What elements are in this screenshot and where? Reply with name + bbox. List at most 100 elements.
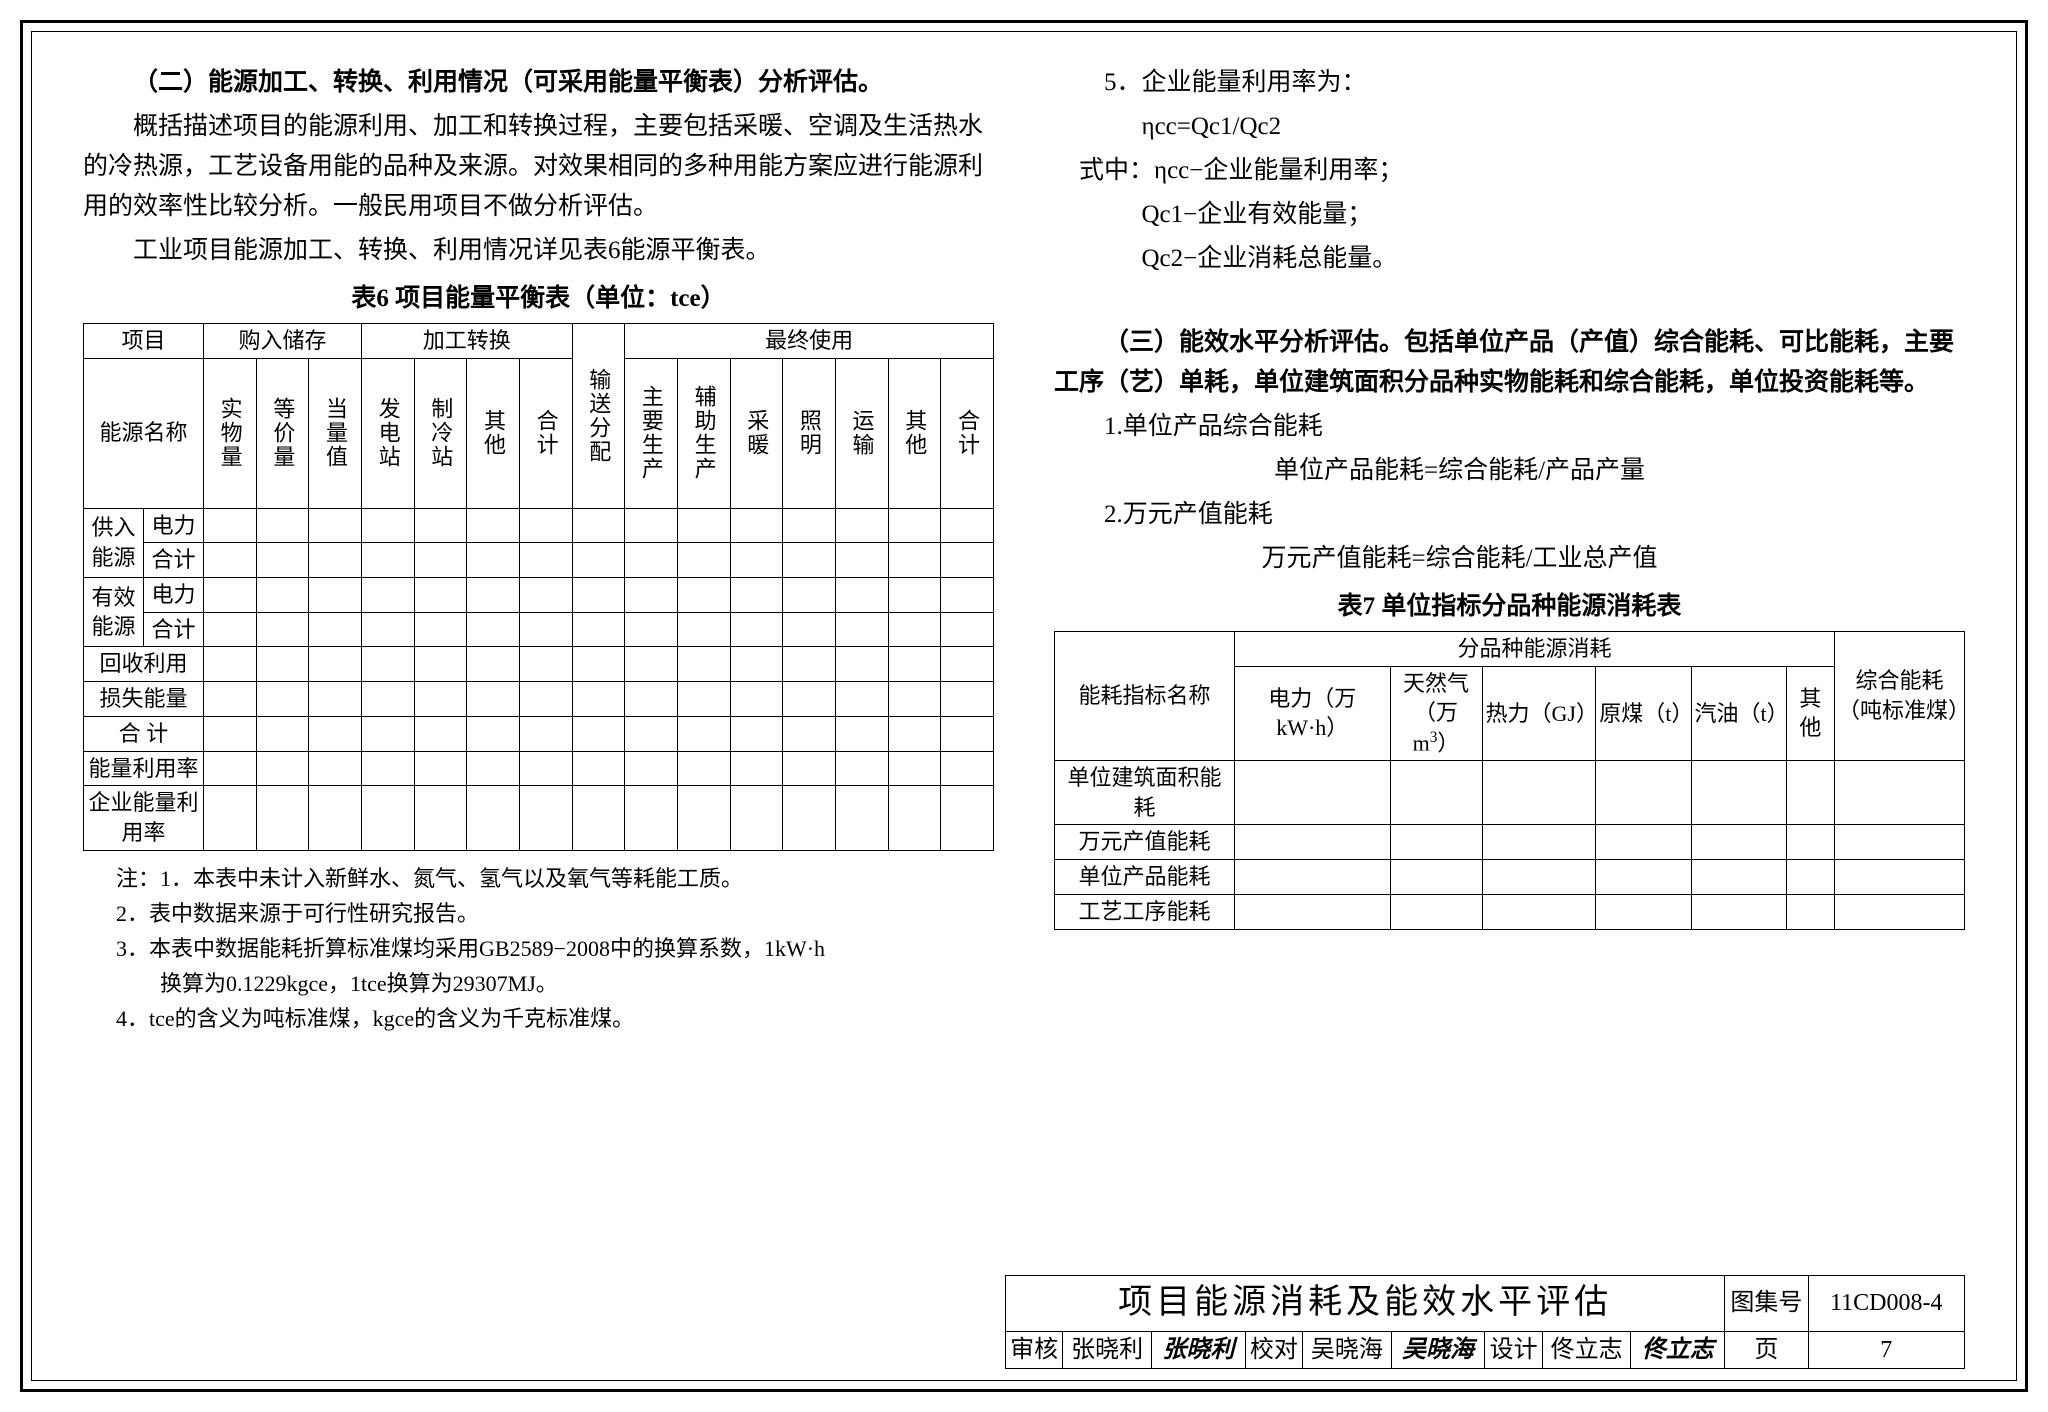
t7-c-qiyou: 汽油（t） [1691,666,1786,760]
note-3b: 换算为0.1229kgce，1tce换算为29307MJ。 [83,966,994,1001]
t7-r1: 单位建筑面积能耗 [1055,761,1235,825]
t7-c-yuanmei: 原煤（t） [1596,666,1691,760]
t6-r-huishou: 回收利用 [84,647,204,682]
formula-qc1: Qc1−企业有效能量； [1054,195,1965,235]
t6-r-sunshi: 损失能量 [84,682,204,717]
left-column: （二）能源加工、转换、利用情况（可采用能量平衡表）分析评估。 概括描述项目的能源… [83,63,1004,1369]
t7-c-tianranqi: 天然气（万m3） [1390,666,1482,760]
drawing-title: 项目能源消耗及能效水平评估 [1006,1275,1725,1331]
t6-r-dianli: 电力 [144,508,204,543]
table-row: 能源名称 实物量 等价量 当量值 发电站 制冷站 其他 合计 主要生产 辅助生产… [84,358,994,508]
t6-c-yunshu: 运输 [835,358,888,508]
note-2: 2．表中数据来源于可行性研究报告。 [83,896,994,931]
t6-h-dist: 输送分配 [572,324,625,509]
t6-c-shiwu: 实物量 [204,358,257,508]
formula-qc2: Qc2−企业消耗总能量。 [1054,239,1965,279]
note-1: 注：1．本表中未计入新鲜水、氮气、氢气以及氧气等耗能工质。 [83,861,994,896]
t7-r4: 工艺工序能耗 [1055,894,1235,929]
t6-c-zhileng: 制冷站 [414,358,467,508]
table-row: 有效能源 电力 [84,578,994,613]
table7-unit-index: 能耗指标名称 分品种能源消耗 综合能耗（吨标准煤） 电力（万kW·h） 天然气（… [1054,631,1965,930]
t6-c-heji2: 合计 [941,358,994,508]
table6-energy-balance: 项目 购入储存 加工转换 输送分配 最终使用 能源名称 实物量 等价量 当量值 … [83,323,994,851]
table-row: 单位建筑面积能耗 [1055,761,1965,825]
t7-r3: 单位产品能耗 [1055,860,1235,895]
item-3-2: 2.万元产值能耗 [1054,495,1965,535]
t6-c-dangliang: 当量值 [309,358,362,508]
sheji-name: 佟立志 [1542,1331,1631,1368]
section-2-heading: （二）能源加工、转换、利用情况（可采用能量平衡表）分析评估。 [83,63,994,103]
t6-r-liyonglv: 能量利用率 [84,751,204,786]
t7-h-zonghe: 综合能耗（吨标准煤） [1835,632,1965,761]
table-row: 项目能源消耗及能效水平评估 图集号 11CD008-4 [1006,1275,1965,1331]
t6-r-qiye: 企业能量利用率 [84,786,204,850]
shenhe-name: 张晓利 [1063,1331,1152,1368]
ye-label: 页 [1725,1331,1808,1368]
t7-r2: 万元产值能耗 [1055,825,1235,860]
t6-h-project: 项目 [84,324,204,359]
table-row: 企业能量利用率 [84,786,994,850]
tuji-label: 图集号 [1725,1275,1808,1331]
t6-c-cainuan: 采暖 [730,358,783,508]
jiaodui-name: 吴晓海 [1303,1331,1392,1368]
table6-caption: 表6 项目能量平衡表（单位：tce） [83,279,994,319]
t7-h-fen: 分品种能源消耗 [1235,632,1835,667]
t6-c-qita2: 其他 [888,358,941,508]
t6-r-dianli2: 电力 [144,578,204,613]
ye-value: 7 [1808,1331,1964,1368]
page-frame: （二）能源加工、转换、利用情况（可采用能量平衡表）分析评估。 概括描述项目的能源… [20,20,2028,1392]
table-row: 损失能量 [84,682,994,717]
note-3a: 3．本表中数据能耗折算标准煤均采用GB2589−2008中的换算系数，1kW·h [83,931,994,966]
table-row: 合计 [84,543,994,578]
table-row: 审核 张晓利 张晓利 校对 吴晓海 吴晓海 设计 佟立志 佟立志 页 7 [1006,1331,1965,1368]
t6-h-final: 最终使用 [625,324,994,359]
table-row: 工艺工序能耗 [1055,894,1965,929]
title-block-table: 项目能源消耗及能效水平评估 图集号 11CD008-4 审核 张晓利 张晓利 校… [1005,1275,1965,1369]
table-row: 回收利用 [84,647,994,682]
item-5: 5．企业能量利用率为： [1054,63,1965,103]
t6-c-zhaoming: 照明 [783,358,836,508]
t6-c-zhuyao: 主要生产 [625,358,678,508]
t6-h-name: 能源名称 [84,358,204,508]
table6-notes: 注：1．本表中未计入新鲜水、氮气、氢气以及氧气等耗能工质。 2．表中数据来源于可… [83,861,994,1037]
table-row: 万元产值能耗 [1055,825,1965,860]
note-4: 4．tce的含义为吨标准煤，kgce的含义为千克标准煤。 [83,1001,994,1036]
tuji-value: 11CD008-4 [1808,1275,1964,1331]
t7-c-dianli: 电力（万kW·h） [1235,666,1391,760]
formula-where: 式中：ηcc−企业能量利用率； [1054,151,1965,191]
jiaodui-signature: 吴晓海 [1391,1331,1485,1368]
table-row: 合计 [84,612,994,647]
title-block: 项目能源消耗及能效水平评估 图集号 11CD008-4 审核 张晓利 张晓利 校… [1005,1275,1965,1369]
section-2-para1: 概括描述项目的能源利用、加工和转换过程，主要包括采暖、空调及生活热水的冷热源，工… [83,107,994,227]
right-column: 5．企业能量利用率为： ηcc=Qc1/Qc2 式中：ηcc−企业能量利用率； … [1044,63,1965,1369]
t6-r-youxiao: 有效能源 [84,578,144,647]
table-row: 项目 购入储存 加工转换 输送分配 最终使用 [84,324,994,359]
table-row: 合 计 [84,716,994,751]
jiaodui-label: 校对 [1245,1331,1302,1368]
section-3-heading: （三）能效水平分析评估。包括单位产品（产值）综合能耗、可比能耗，主要工序（艺）单… [1054,323,1965,403]
table7-caption: 表7 单位指标分品种能源消耗表 [1054,587,1965,627]
t7-c-qita: 其他 [1786,666,1834,760]
shenhe-label: 审核 [1006,1331,1063,1368]
t7-c-reli: 热力（GJ） [1482,666,1596,760]
t7-h-name: 能耗指标名称 [1055,632,1235,761]
shenhe-signature: 张晓利 [1151,1331,1245,1368]
t6-c-qita: 其他 [467,358,520,508]
table-row: 能耗指标名称 分品种能源消耗 综合能耗（吨标准煤） [1055,632,1965,667]
item-3-1: 1.单位产品综合能耗 [1054,407,1965,447]
t6-r-heji2: 合计 [144,612,204,647]
t6-c-fuzhu: 辅助生产 [677,358,730,508]
t6-r-zongheji: 合 计 [84,716,204,751]
formula-cc: ηcc=Qc1/Qc2 [1054,107,1965,147]
t6-h-buy: 购入储存 [204,324,362,359]
sheji-label: 设计 [1485,1331,1542,1368]
t6-c-fadian: 发电站 [361,358,414,508]
t6-r-heji1: 合计 [144,543,204,578]
t6-c-dengjia: 等价量 [256,358,309,508]
table-row: 供入能源 电力 [84,508,994,543]
sheji-signature: 佟立志 [1631,1331,1725,1368]
content-columns: （二）能源加工、转换、利用情况（可采用能量平衡表）分析评估。 概括描述项目的能源… [83,63,1965,1369]
table-row: 单位产品能耗 [1055,860,1965,895]
t6-r-gongru: 供入能源 [84,508,144,577]
formula-3-1: 单位产品能耗=综合能耗/产品产量 [1054,451,1965,491]
